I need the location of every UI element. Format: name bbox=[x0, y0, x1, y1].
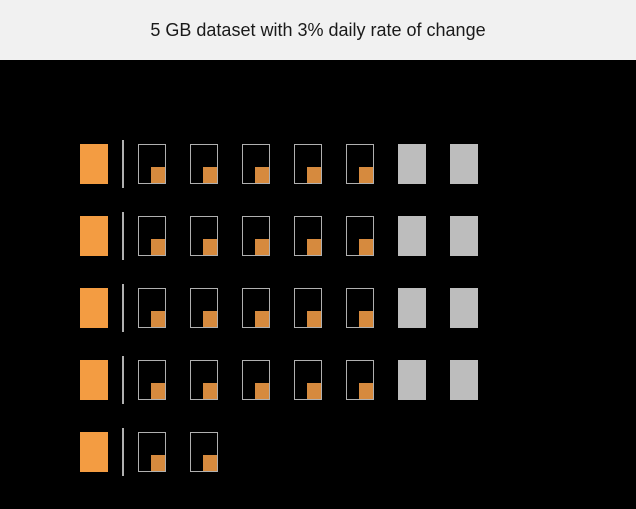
partial-block bbox=[294, 216, 322, 256]
partial-fill bbox=[307, 311, 321, 327]
partial-block bbox=[346, 144, 374, 184]
gray-block bbox=[450, 144, 478, 184]
partial-block bbox=[190, 216, 218, 256]
divider-line bbox=[122, 428, 124, 476]
diagram-row bbox=[80, 212, 636, 260]
partial-fill bbox=[359, 167, 373, 183]
full-block bbox=[80, 216, 108, 256]
cells-group bbox=[138, 144, 502, 184]
cells-group bbox=[138, 432, 242, 472]
partial-fill bbox=[203, 311, 217, 327]
header-title: 5 GB dataset with 3% daily rate of chang… bbox=[150, 20, 485, 41]
partial-fill bbox=[151, 311, 165, 327]
partial-block bbox=[190, 144, 218, 184]
gray-block bbox=[450, 216, 478, 256]
partial-fill bbox=[307, 239, 321, 255]
gray-block bbox=[450, 288, 478, 328]
partial-fill bbox=[151, 455, 165, 471]
gray-block bbox=[398, 288, 426, 328]
partial-fill bbox=[307, 167, 321, 183]
partial-fill bbox=[359, 239, 373, 255]
diagram-row bbox=[80, 284, 636, 332]
diagram-area bbox=[0, 60, 636, 509]
gray-block bbox=[398, 360, 426, 400]
partial-fill bbox=[255, 311, 269, 327]
partial-fill bbox=[359, 311, 373, 327]
divider-line bbox=[122, 212, 124, 260]
partial-fill bbox=[255, 167, 269, 183]
partial-block bbox=[242, 360, 270, 400]
full-block bbox=[80, 288, 108, 328]
partial-fill bbox=[307, 383, 321, 399]
header: 5 GB dataset with 3% daily rate of chang… bbox=[0, 0, 636, 60]
partial-fill bbox=[203, 383, 217, 399]
cells-group bbox=[138, 360, 502, 400]
partial-block bbox=[138, 288, 166, 328]
divider-line bbox=[122, 140, 124, 188]
full-block bbox=[80, 360, 108, 400]
partial-fill bbox=[203, 455, 217, 471]
partial-block bbox=[346, 288, 374, 328]
gray-block bbox=[398, 144, 426, 184]
partial-block bbox=[294, 144, 322, 184]
divider-line bbox=[122, 356, 124, 404]
partial-block bbox=[190, 360, 218, 400]
partial-block bbox=[294, 288, 322, 328]
partial-fill bbox=[203, 239, 217, 255]
partial-block bbox=[242, 288, 270, 328]
partial-block bbox=[190, 288, 218, 328]
partial-block bbox=[138, 216, 166, 256]
partial-block bbox=[138, 360, 166, 400]
partial-block bbox=[242, 144, 270, 184]
partial-block bbox=[190, 432, 218, 472]
partial-block bbox=[242, 216, 270, 256]
diagram-row bbox=[80, 140, 636, 188]
divider-line bbox=[122, 284, 124, 332]
diagram-row bbox=[80, 356, 636, 404]
cells-group bbox=[138, 216, 502, 256]
partial-fill bbox=[151, 167, 165, 183]
diagram-grid bbox=[80, 140, 636, 476]
full-block bbox=[80, 144, 108, 184]
diagram-row bbox=[80, 428, 636, 476]
partial-block bbox=[138, 432, 166, 472]
partial-fill bbox=[359, 383, 373, 399]
full-block bbox=[80, 432, 108, 472]
partial-fill bbox=[255, 383, 269, 399]
gray-block bbox=[450, 360, 478, 400]
gray-block bbox=[398, 216, 426, 256]
partial-block bbox=[138, 144, 166, 184]
partial-block bbox=[346, 360, 374, 400]
partial-fill bbox=[151, 239, 165, 255]
partial-block bbox=[294, 360, 322, 400]
partial-fill bbox=[203, 167, 217, 183]
partial-fill bbox=[255, 239, 269, 255]
partial-block bbox=[346, 216, 374, 256]
partial-fill bbox=[151, 383, 165, 399]
cells-group bbox=[138, 288, 502, 328]
